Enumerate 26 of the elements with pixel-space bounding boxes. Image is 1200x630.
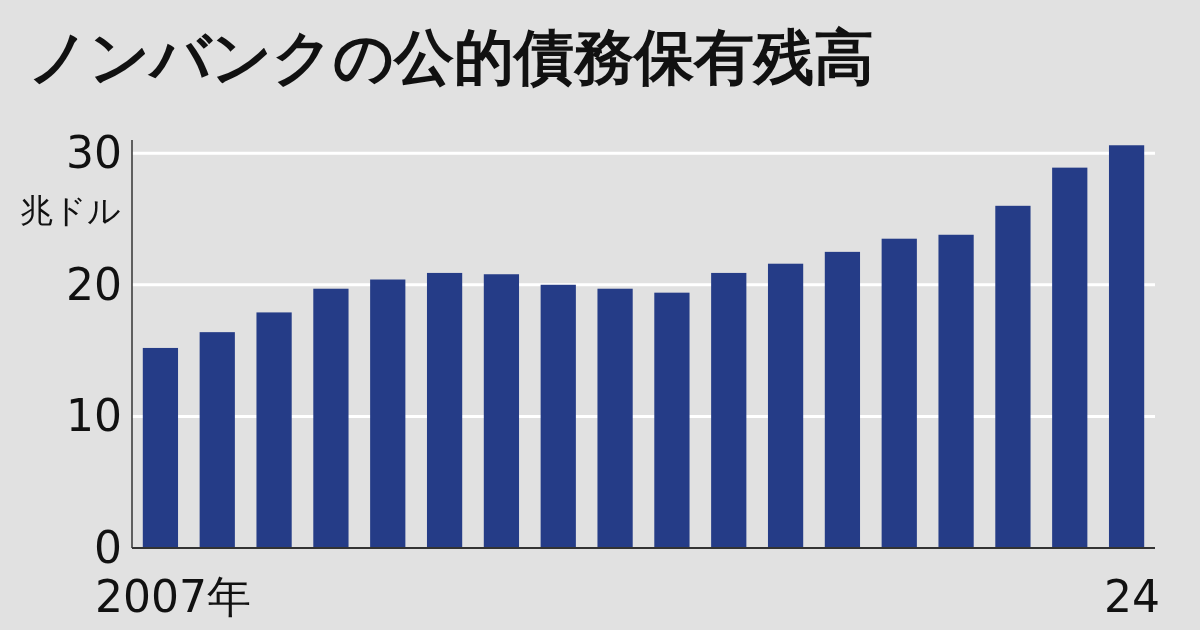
- bar: [1052, 167, 1088, 548]
- bar: [938, 234, 974, 548]
- y-tick-label: 30: [66, 127, 122, 179]
- bar: [540, 284, 576, 548]
- bar: [483, 274, 520, 548]
- x-tick-label: 24: [1104, 571, 1160, 622]
- bar: [313, 288, 349, 548]
- bar: [597, 288, 633, 548]
- bar: [711, 272, 747, 548]
- bar: [654, 292, 690, 548]
- y-tick-label: 0: [94, 522, 122, 573]
- bar: [1108, 145, 1145, 548]
- bar: [370, 279, 406, 548]
- bar: [256, 312, 292, 548]
- y-tick-label: 10: [66, 390, 122, 442]
- y-tick-label: 20: [66, 258, 122, 310]
- bar: [199, 332, 235, 548]
- bar: [426, 272, 463, 548]
- chart-title: ノンバンクの公的債務保有残高: [28, 22, 874, 92]
- bar: [767, 263, 804, 548]
- bar: [142, 347, 179, 548]
- bar: [824, 251, 861, 548]
- bar: [995, 205, 1031, 548]
- x-tick-label: 2007年: [95, 571, 251, 622]
- y-axis-title: 兆ドル: [20, 191, 121, 230]
- bar: [881, 238, 917, 548]
